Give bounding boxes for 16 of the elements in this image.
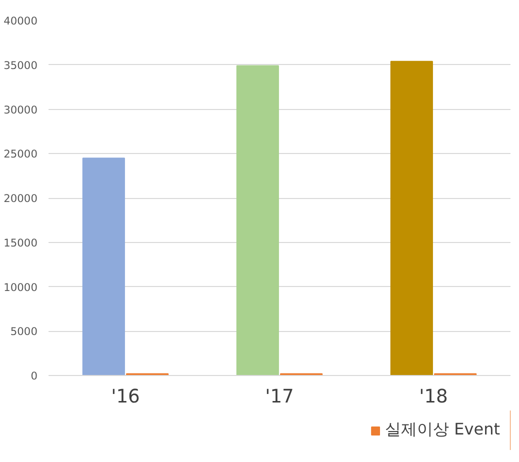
y-tick-label: 30000 xyxy=(4,103,38,116)
legend-label: 실제이상 Event xyxy=(385,420,500,440)
bar xyxy=(236,65,279,376)
y-tick-label: 10000 xyxy=(4,280,38,294)
bar xyxy=(82,158,125,376)
y-tick-label: 20000 xyxy=(4,192,38,205)
y-tick-label: 5000 xyxy=(10,325,38,338)
y-tick-label: 15000 xyxy=(4,236,38,250)
y-tick-label: 35000 xyxy=(4,58,38,72)
bar xyxy=(390,60,433,376)
x-tick-label: '16 xyxy=(111,386,140,408)
y-tick-label: 40000 xyxy=(4,14,38,28)
x-tick-label: '18 xyxy=(419,386,448,408)
y-tick-label: 0 xyxy=(30,370,38,382)
x-tick-label: '17 xyxy=(265,386,294,408)
y-tick-label: 25000 xyxy=(4,148,38,161)
